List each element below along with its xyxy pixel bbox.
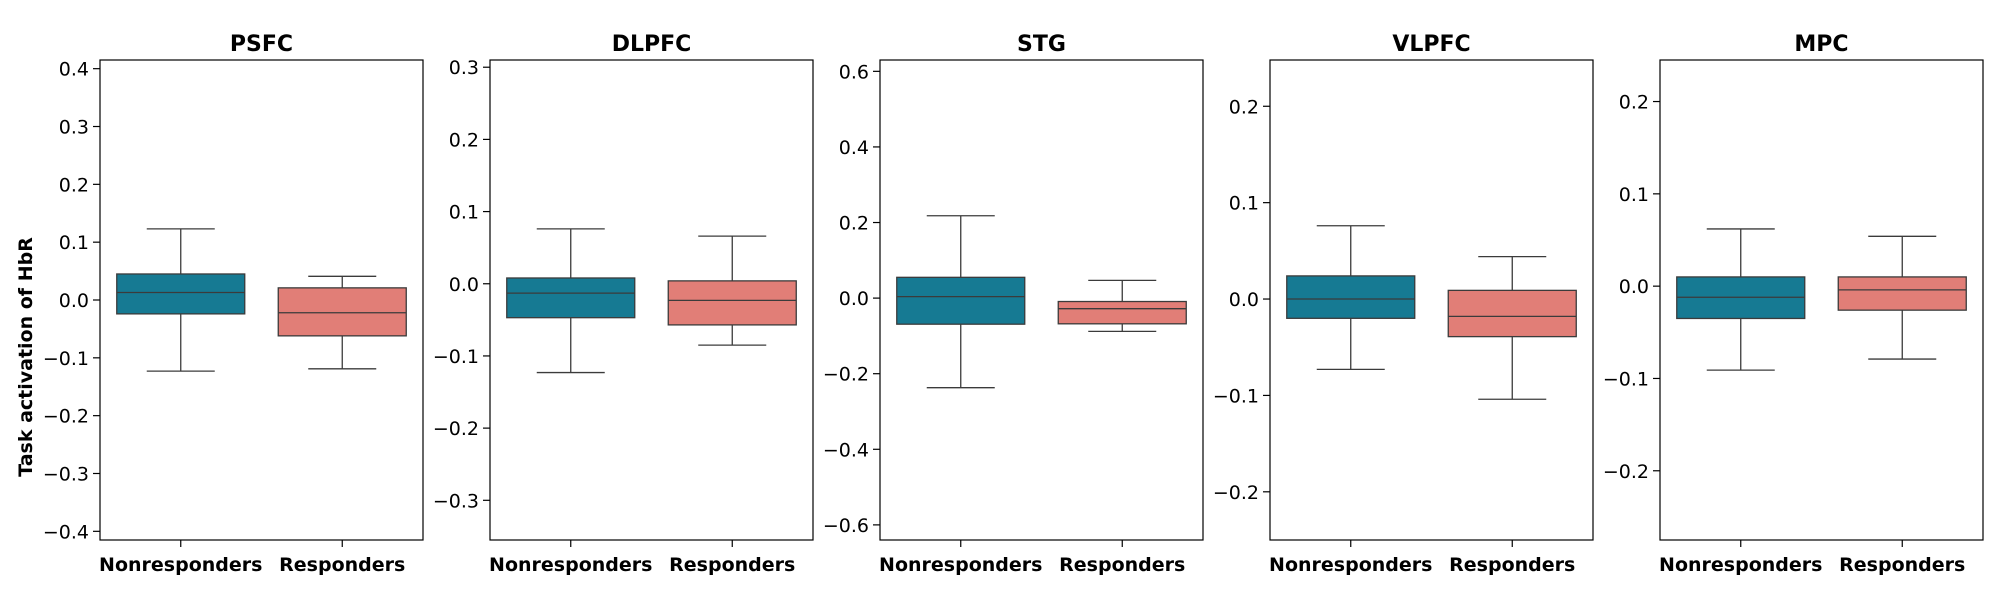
y-tick-label: −0.4 [43, 521, 89, 543]
y-tick-label: 0.3 [59, 117, 89, 139]
y-tick-label: −0.1 [1603, 368, 1649, 390]
category-label: Responders [1449, 554, 1575, 576]
category-label: Nonresponders [489, 554, 652, 576]
box-nonresponders [1676, 228, 1806, 371]
y-tick-label: 0.0 [1229, 289, 1259, 311]
plot-frame [1659, 59, 1984, 541]
box-iqr [116, 273, 246, 315]
box-nonresponders [116, 228, 246, 372]
y-tick-label: −0.6 [823, 515, 869, 537]
y-tick-label: −0.2 [823, 364, 869, 386]
plot-frame [489, 59, 814, 541]
y-tick-label: −0.3 [43, 463, 89, 485]
y-tick-label: 0.2 [839, 213, 869, 235]
y-axis-label: Task activation of HbR [15, 237, 37, 477]
panel-title: STG [1017, 32, 1066, 57]
category-label: Responders [669, 554, 795, 576]
y-tick-label: 0.4 [59, 59, 89, 81]
panel-title: PSFC [230, 32, 293, 57]
plot-frame [99, 59, 424, 541]
box-responders [1447, 255, 1577, 400]
y-tick-label: −0.4 [823, 439, 869, 461]
box-iqr [1057, 300, 1187, 325]
box-iqr [1447, 289, 1577, 338]
y-tick-label: −0.1 [43, 348, 89, 370]
category-label: Nonresponders [99, 554, 262, 576]
category-label: Nonresponders [1659, 554, 1822, 576]
box-responders [277, 275, 407, 370]
y-tick-label: 0.0 [59, 290, 89, 312]
panel-vlpfc: VLPFC −0.2 −0.1 0.0 0.1 0.2 Nonresponders Respo… [1213, 32, 1594, 576]
panel-title: DLPFC [612, 32, 692, 57]
y-tick-label: −0.2 [433, 418, 479, 440]
y-tick-label: 0.6 [839, 61, 869, 83]
panels: PSFC −0.4 −0.3 −0.2 −0.1 0.0 0.1 0.2 0.3 0.4 Nonre… [43, 32, 1984, 576]
box-responders [1837, 235, 1967, 360]
panel-psfc: PSFC −0.4 −0.3 −0.2 −0.1 0.0 0.1 0.2 0.3 0.4 Nonre… [43, 32, 424, 576]
y-tick-label: 0.2 [59, 174, 89, 196]
y-tick-label: −0.3 [433, 490, 479, 512]
box-iqr [277, 287, 407, 337]
box-iqr [506, 277, 636, 319]
box-iqr [896, 276, 1026, 325]
y-tick-label: −0.2 [43, 406, 89, 428]
plot-frame [1269, 59, 1594, 541]
box-nonresponders [1286, 225, 1416, 371]
box-nonresponders [506, 228, 636, 374]
panel-mpc: MPC −0.2 −0.1 0.0 0.1 0.2 Nonresponders Respond… [1603, 32, 1984, 576]
y-tick-label: 0.2 [1229, 96, 1259, 118]
box-iqr [1837, 276, 1967, 311]
category-label: Responders [1059, 554, 1185, 576]
y-tick-label: 0.3 [449, 57, 479, 79]
y-tick-label: 0.1 [1619, 184, 1649, 206]
y-tick-label: 0.1 [449, 202, 479, 224]
panel-title: MPC [1794, 32, 1848, 57]
box-responders [1057, 279, 1187, 333]
panel-dlpfc: DLPFC −0.3 −0.2 −0.1 0.0 0.1 0.2 0.3 Nonresponde… [433, 32, 814, 576]
y-tick-label: −0.1 [433, 346, 479, 368]
y-tick-label: 0.0 [1619, 276, 1649, 298]
panel-stg: STG −0.6 −0.4 −0.2 0.0 0.2 0.4 0.6 Nonresponders… [823, 32, 1204, 576]
y-tick-label: 0.0 [449, 274, 479, 296]
plot-frame [879, 59, 1204, 541]
category-label: Responders [1839, 554, 1965, 576]
box-iqr [667, 280, 797, 326]
y-tick-label: 0.0 [839, 288, 869, 310]
y-tick-label: −0.2 [1603, 461, 1649, 483]
y-tick-label: 0.2 [449, 129, 479, 151]
box-responders [667, 235, 797, 346]
category-label: Responders [279, 554, 405, 576]
box-iqr [1286, 275, 1416, 319]
y-tick-label: 0.1 [59, 232, 89, 254]
panel-title: VLPFC [1392, 32, 1470, 57]
y-tick-label: 0.2 [1619, 92, 1649, 114]
category-label: Nonresponders [1269, 554, 1432, 576]
y-tick-label: 0.1 [1229, 193, 1259, 215]
y-tick-label: −0.2 [1213, 482, 1259, 504]
category-label: Nonresponders [879, 554, 1042, 576]
y-tick-label: −0.1 [1213, 385, 1259, 407]
y-tick-label: 0.4 [839, 137, 869, 159]
box-nonresponders [896, 215, 1026, 389]
